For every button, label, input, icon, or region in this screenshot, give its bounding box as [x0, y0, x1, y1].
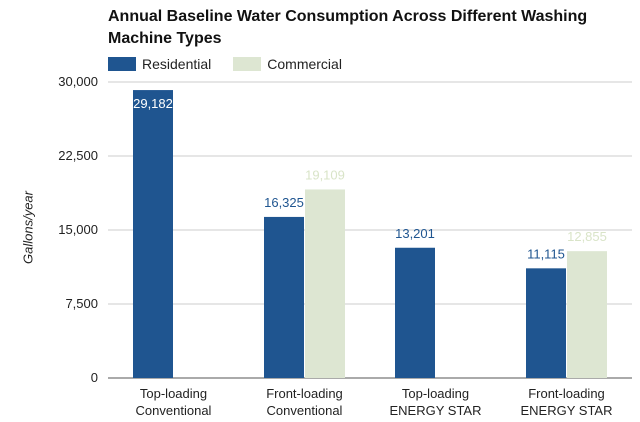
y-tick-label: 30,000	[58, 74, 98, 89]
x-tick-label: ENERGY STAR	[390, 403, 482, 418]
legend-item-commercial: Commercial	[233, 56, 342, 72]
y-tick-label: 15,000	[58, 222, 98, 237]
bar-commercial	[567, 251, 607, 378]
bar-residential	[395, 247, 435, 378]
data-label: 11,115	[527, 246, 565, 261]
data-label: 19,109	[305, 167, 345, 182]
x-tick-label: Conventional	[267, 403, 343, 418]
legend-swatch-residential	[108, 57, 136, 71]
legend: Residential Commercial	[108, 55, 364, 73]
bar-residential	[264, 216, 304, 378]
x-tick-label: Top-loading	[140, 386, 207, 401]
x-tick-label: Front-loading	[266, 386, 343, 401]
legend-label-residential: Residential	[142, 56, 212, 72]
y-tick-label: 0	[91, 370, 98, 385]
data-label: 13,201	[395, 226, 435, 241]
y-tick-label: 7,500	[65, 296, 98, 311]
chart-title: Annual Baseline Water Consumption Across…	[108, 8, 588, 47]
x-tick-label: Conventional	[136, 403, 212, 418]
bar-residential	[133, 90, 173, 379]
x-tick-label: Front-loading	[528, 386, 605, 401]
legend-swatch-commercial	[233, 57, 262, 71]
data-label: 12,855	[567, 229, 607, 244]
y-tick-label: 22,500	[58, 148, 98, 163]
legend-item-residential: Residential	[108, 56, 211, 72]
data-label: 16,325	[264, 195, 304, 210]
bar-residential	[526, 268, 566, 378]
data-label: 29,182	[133, 96, 173, 111]
x-tick-label: Top-loading	[402, 386, 469, 401]
bar-commercial	[305, 189, 345, 378]
legend-label-commercial: Commercial	[267, 56, 342, 72]
x-tick-label: ENERGY STAR	[521, 403, 613, 418]
